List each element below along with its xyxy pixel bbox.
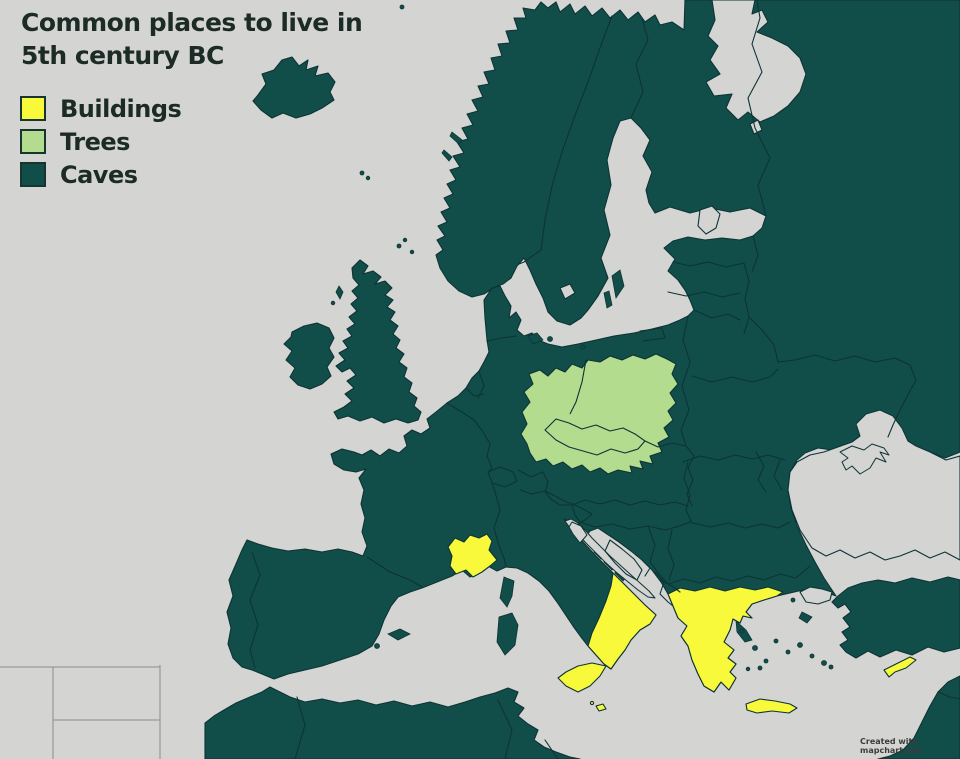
sweden-finland-border [630,17,649,119]
tunisia-libya-border [544,739,559,759]
morocco-algeria-border [294,696,306,759]
unfilled-regions-group [564,443,890,599]
slovakia-hungary-border [571,499,689,507]
moldova-east-border [773,459,783,491]
region-anatolia[interactable] [831,576,960,659]
germany-austria-border [517,469,544,478]
montenegro-border [641,559,651,577]
region-great-britain[interactable] [333,259,422,424]
region-crete-buildings[interactable] [745,698,798,714]
ukraine-russia-border [777,354,917,438]
region-ireland[interactable] [283,322,335,390]
region-cyprus-buildings[interactable] [883,656,917,678]
albania-border [654,571,674,607]
belgium-france-border [446,402,475,421]
legend-label-buildings: Buildings [60,94,182,123]
legend-row-buildings: Buildings [20,92,182,125]
romania-bulgaria-border [692,521,791,529]
balearic-islands [387,628,411,641]
legend-row-trees: Trees [20,125,181,158]
legend-swatch-trees[interactable] [20,129,46,154]
lesbos-island [798,611,813,624]
map-legend: Buildings Trees Caves [20,92,182,191]
danish-islands [527,332,544,345]
region-crimea-unfilled[interactable] [839,443,890,475]
white-sea [705,0,807,123]
france-italy-border [491,482,507,568]
lake-ladoga [697,205,721,235]
belgium-netherlands-border [465,387,485,397]
hebrides-islands [335,285,344,300]
region-malta-buildings[interactable] [595,703,607,712]
map-title: Common places to live in 5th century BC [21,6,363,72]
hungary-south-border [574,514,691,531]
finland-russia-border [747,0,771,217]
legend-row-caves: Caves [20,158,181,191]
buildings-regions-group [447,533,917,714]
lofoten-islands [449,131,463,145]
estonia-latvia-border [672,261,745,268]
serbia-bulgaria-border [667,529,675,581]
latvia-lithuania-border [667,291,741,298]
kaliningrad-border [639,327,666,342]
region-sicily-buildings[interactable] [557,662,607,693]
gotland-island [611,269,625,300]
lithuania-belarus-border [693,309,741,321]
bosnia-border [604,539,643,581]
france-spain-border [366,556,423,588]
serbia-west-border [647,525,669,585]
inset-frame [0,665,161,759]
region-central-europe-trees[interactable] [520,353,679,475]
region-istria-unfilled[interactable] [568,521,588,544]
map-title-line1: Common places to live in [21,8,363,37]
region-southern-italy-buildings[interactable] [587,572,657,670]
austria-outline [542,471,573,506]
region-iceland[interactable] [252,56,336,119]
germany-denmark-border [486,335,517,342]
norway-sweden-border [518,15,613,265]
sardinia-island [496,612,519,656]
legend-label-trees: Trees [60,127,130,156]
ukraine-romania-border [682,454,786,463]
romania-west-border [683,461,693,524]
oland-island [603,290,613,309]
map-title-line2: 5th century BC [21,41,224,70]
legend-swatch-caves[interactable] [20,162,46,187]
moldova-borders [755,451,767,493]
austria-italy-slovenia-border [519,489,574,505]
legend-swatch-buildings[interactable] [20,96,46,121]
region-levant-corner[interactable] [877,675,960,759]
bulgaria-south-border [667,565,811,585]
poland-east-border [680,315,691,447]
portugal-spain-border [249,551,261,669]
belarus-russia-border [748,316,779,363]
region-greece-buildings[interactable] [667,586,784,693]
algeria-tunisia-border [497,699,513,759]
black-sea [787,409,960,561]
attribution-watermark[interactable]: Created with mapchart.net [860,737,922,755]
corsica-island [499,576,515,608]
trees-regions-group [520,353,679,475]
baltics-russia-border [743,262,750,335]
sea-of-marmara [799,586,833,605]
region-provence-buildings[interactable] [447,533,498,578]
country-borders [249,0,960,759]
turkey-syria-border [937,691,960,700]
belarus-ukraine-border [691,368,779,383]
region-gozo-buildings[interactable] [589,700,595,706]
lake-onega [749,119,763,135]
legend-label-caves: Caves [60,160,138,189]
slovenia-croatia-border [572,503,593,525]
germany-poland-border [569,359,587,415]
netherlands-germany-border [477,370,485,399]
inner-seas-group [559,0,960,605]
france-germany-border [473,419,493,473]
ukraine-west-border [685,445,695,507]
austria-hungary-border [571,504,576,516]
slovakia-north-border [644,440,687,448]
lake-vanern [559,283,576,300]
estonia-russia-border [751,235,759,273]
